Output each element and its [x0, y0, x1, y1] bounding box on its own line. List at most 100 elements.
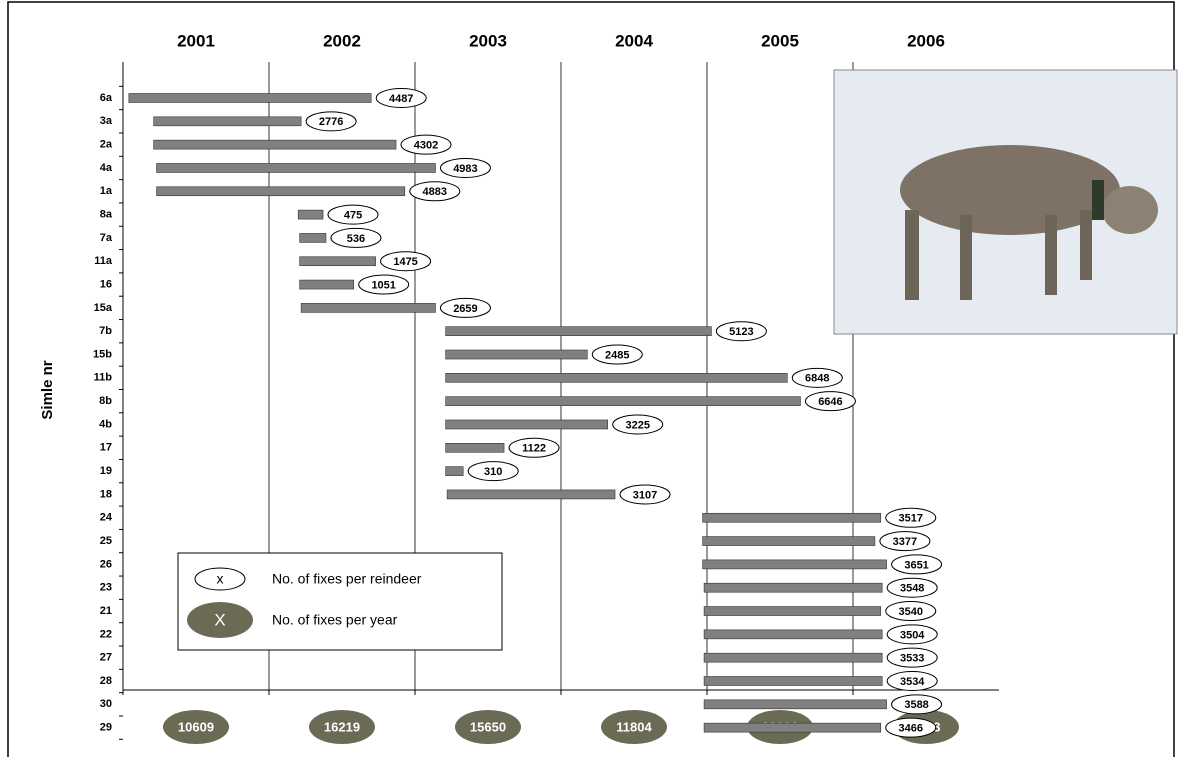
row-label: 30 [100, 698, 112, 710]
fixes-label: 3533 [900, 653, 924, 665]
bar [703, 537, 875, 546]
row-label: 29 [100, 722, 112, 734]
row-label: 27 [100, 652, 112, 664]
row-label: 4a [100, 162, 113, 174]
bar [446, 443, 504, 452]
legend-label: No. of fixes per year [272, 612, 398, 628]
bar [446, 397, 801, 406]
row-label: 18 [100, 488, 112, 500]
row-label: 8b [99, 395, 112, 407]
fixes-label: 1122 [522, 443, 546, 455]
legend: x No. of fixes per reindeer X No. of fixes … [178, 553, 502, 650]
bar [154, 117, 301, 126]
bar [704, 723, 881, 732]
row-label: 11a [94, 255, 113, 267]
bar [157, 163, 436, 172]
row-label: 7b [99, 325, 112, 337]
bar [446, 350, 588, 359]
fixes-label: 3466 [898, 723, 922, 735]
bar [154, 140, 396, 149]
fixes-label: 310 [484, 466, 502, 478]
year-total-label: 11804 [616, 719, 652, 734]
row-label: 3a [100, 115, 113, 127]
year-label: 2002 [323, 31, 361, 50]
bar [704, 700, 887, 709]
fixes-label: 1475 [393, 256, 417, 268]
year-label: 2001 [177, 31, 215, 50]
y-axis-label: Simle nr [39, 360, 56, 419]
bar [703, 560, 887, 569]
row-label: 4b [99, 418, 112, 430]
row-label: 21 [100, 605, 112, 617]
year-total-label: 16219 [324, 719, 360, 734]
fixes-label: 536 [347, 233, 365, 245]
bar [300, 257, 376, 266]
row-label: 15a [94, 302, 113, 314]
bar [704, 653, 882, 662]
row-label: 17 [100, 442, 112, 454]
bar [703, 513, 881, 522]
fixes-label: 4302 [414, 140, 438, 152]
fixes-label: 3540 [898, 606, 922, 618]
bar [300, 233, 326, 242]
fixes-label: 6848 [805, 373, 829, 385]
bar [446, 467, 464, 476]
row-label: 8a [100, 209, 113, 221]
fixes-label: 2485 [605, 349, 629, 361]
row-label: 22 [100, 628, 112, 640]
fixes-label: 4983 [453, 163, 477, 175]
fixes-label: 4883 [423, 186, 447, 198]
legend-symbol-text: X [214, 610, 225, 629]
bar [704, 630, 882, 639]
row-label: 28 [100, 675, 112, 687]
row-label: 1a [100, 185, 113, 197]
legend-label: No. of fixes per reindeer [272, 571, 422, 587]
fixes-label: 2776 [319, 116, 343, 128]
bar [129, 94, 371, 103]
fixes-label: 3548 [900, 583, 924, 595]
bar [446, 420, 608, 429]
year-total-label: 15650 [470, 719, 506, 734]
bar [446, 327, 712, 336]
fixes-label: 3517 [898, 513, 922, 525]
year-total-label: 10609 [178, 719, 214, 734]
fixes-label: 475 [344, 210, 362, 222]
legend-symbol-text: x [217, 571, 224, 587]
bar [157, 187, 405, 196]
row-label: 25 [100, 535, 112, 547]
fixes-label: 3504 [900, 629, 925, 641]
fixes-label: 3107 [633, 489, 657, 501]
row-label: 23 [100, 582, 112, 594]
row-label: 26 [100, 558, 112, 570]
year-label: 2004 [615, 31, 653, 50]
row-label: 19 [100, 465, 112, 477]
bar [447, 490, 615, 499]
bar [704, 607, 881, 616]
bar [301, 303, 435, 312]
year-label: 2003 [469, 31, 507, 50]
bar [704, 583, 882, 592]
fixes-label: 1051 [371, 279, 395, 291]
fixes-label: 3588 [904, 699, 928, 711]
photo [834, 70, 1177, 334]
row-label: 24 [100, 512, 113, 524]
row-label: 6a [100, 92, 113, 104]
fixes-label: 2659 [453, 303, 477, 315]
fixes-label: 3377 [893, 536, 917, 548]
fixes-label: 4487 [389, 93, 413, 105]
year-label: 2006 [907, 31, 945, 50]
row-label: 16 [100, 278, 112, 290]
row-label: 15b [93, 348, 112, 360]
chart: Simle nr 2001 10609 2002 16219 2003 15650 2004… [0, 0, 1178, 757]
fixes-label: 3651 [904, 559, 928, 571]
year-label: 2005 [761, 31, 799, 50]
fixes-label: 3534 [900, 676, 925, 688]
row-label: 11b [94, 372, 113, 384]
bar [298, 210, 323, 219]
fixes-label: 5123 [729, 326, 753, 338]
fixes-label: 3225 [625, 419, 649, 431]
bar [300, 280, 354, 289]
row-label: 2a [100, 139, 113, 151]
fixes-label: 6646 [818, 396, 842, 408]
row-label: 7a [100, 232, 113, 244]
